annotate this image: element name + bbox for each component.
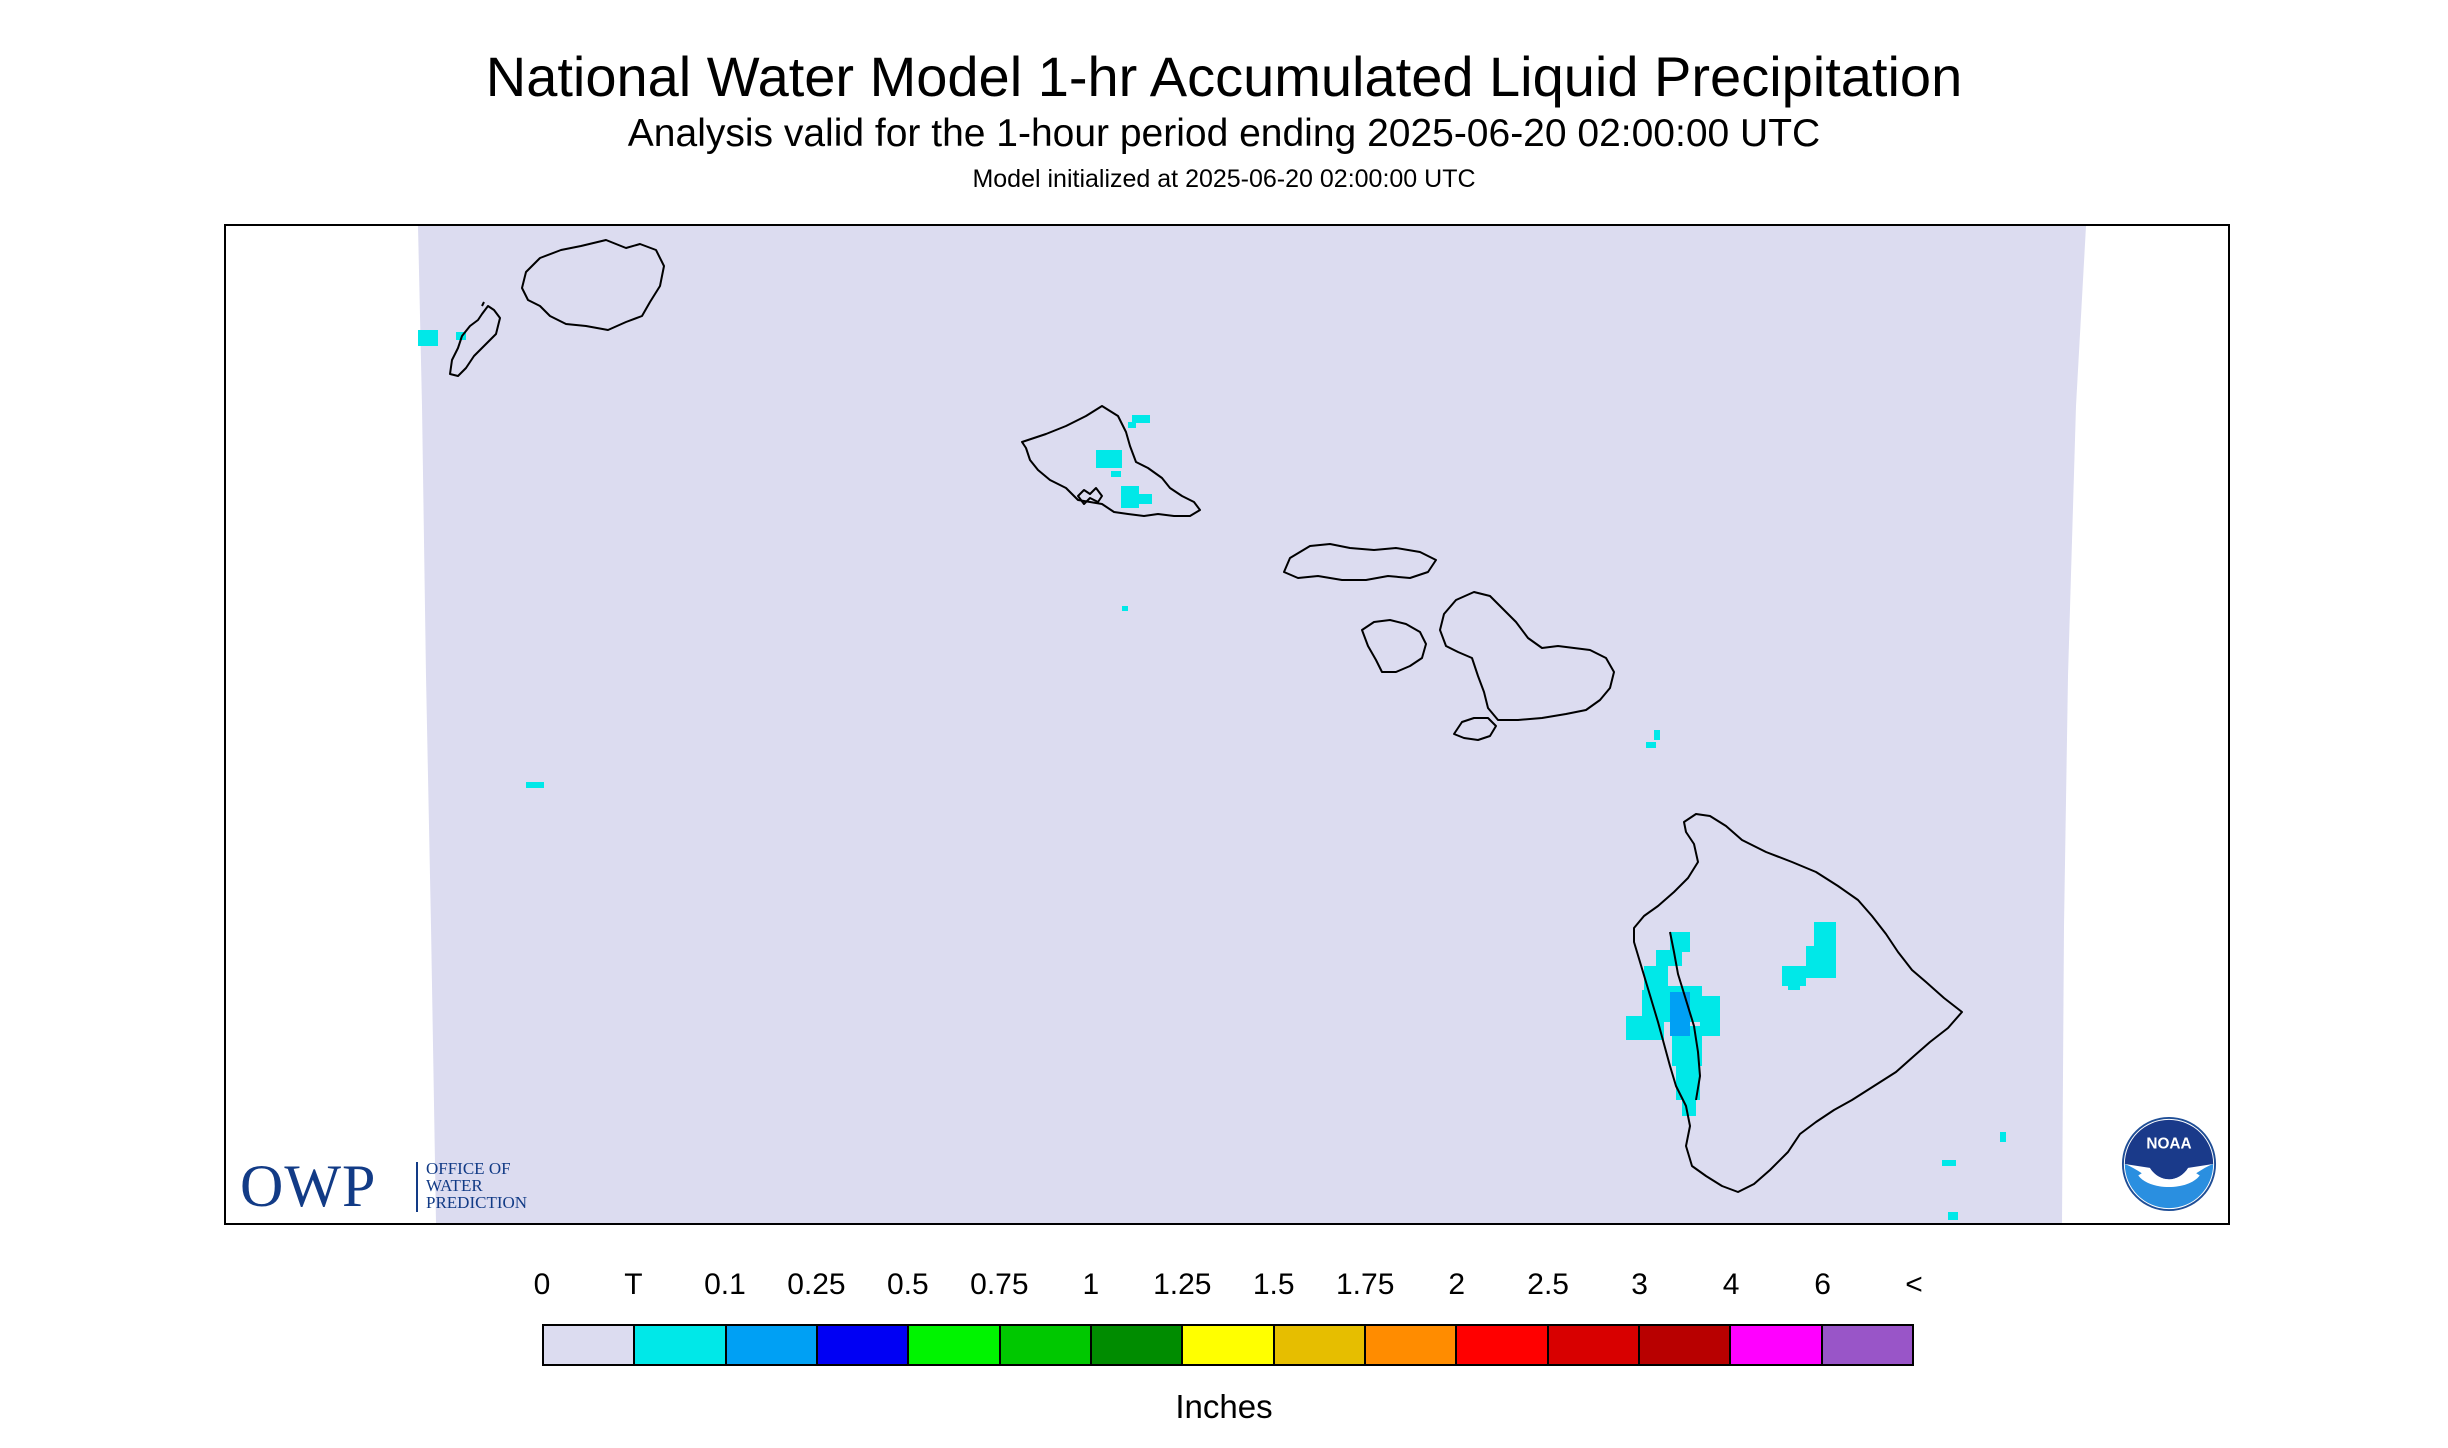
- precip-cell: [1948, 1212, 1958, 1220]
- coastline-hawaii: [1633, 813, 1963, 1193]
- owp-abbrev: OWP: [240, 1153, 377, 1219]
- map-panel: OWP OFFICE OF WATER PREDICTION NOAA: [224, 224, 2230, 1225]
- owp-name-line: PREDICTION: [426, 1193, 528, 1212]
- precip-cell: [418, 330, 438, 346]
- precip-cell: [1132, 415, 1150, 423]
- precip-cell: [1670, 932, 1690, 952]
- precip-cell: [526, 782, 544, 788]
- precip-cell: [1122, 606, 1128, 611]
- owp-name-line: WATER: [426, 1176, 483, 1195]
- precip-cell: [1782, 966, 1806, 986]
- legend-swatch: [1274, 1326, 1366, 1364]
- legend-tick-label: 6: [1814, 1268, 1831, 1301]
- coastline-kahoolawe: [1453, 717, 1497, 741]
- legend-swatch: [1731, 1326, 1823, 1364]
- coastline-maui: [1439, 591, 1615, 721]
- precip-cell: [1111, 471, 1121, 477]
- legend-swatch: [1822, 1326, 1912, 1364]
- map-subtitle: Analysis valid for the 1-hour period end…: [627, 112, 1821, 155]
- legend-tick-label: 1.5: [1252, 1268, 1295, 1301]
- legend-swatch: [909, 1326, 1001, 1364]
- legend-tick-label: 1.25: [1153, 1268, 1212, 1301]
- legend-swatch: [726, 1326, 818, 1364]
- hawaii-district-line: [1669, 931, 1701, 1101]
- owp-name-line: OFFICE OF: [426, 1159, 511, 1178]
- precip-cell: [1654, 730, 1660, 740]
- legend-tick-label: <: [1905, 1268, 1923, 1301]
- precip-cell: [1128, 422, 1136, 428]
- precip-cell: [1096, 450, 1122, 468]
- legend-tick-label: 1.75: [1335, 1268, 1395, 1301]
- noaa-logo-text: NOAA: [2146, 1136, 2191, 1153]
- precip-cell: [1646, 742, 1656, 748]
- coastline-molokai: [1283, 543, 1437, 581]
- precip-cell: [1670, 992, 1690, 1036]
- legend-colorbar: [542, 1324, 1914, 1366]
- legend-swatch: [1457, 1326, 1549, 1364]
- model-domain: [418, 226, 2086, 1223]
- legend-swatch: [1091, 1326, 1184, 1364]
- coastlines: [449, 239, 1963, 1193]
- legend-tick-label: 0.25: [787, 1268, 846, 1301]
- precip-cell: [1656, 950, 1682, 966]
- legend-tick-label: 0.75: [970, 1268, 1029, 1301]
- model-init-line: Model initialized at 2025-06-20 02:00:00…: [972, 165, 1476, 193]
- legend-tick-label: 4: [1722, 1268, 1740, 1301]
- precip-cell: [1806, 946, 1818, 978]
- precip-cell: [1814, 922, 1836, 978]
- precip-cell: [1121, 486, 1139, 508]
- precip-map: [418, 226, 2086, 1223]
- legend-swatch: [1000, 1326, 1092, 1364]
- coastline-pearl-harbor: [1077, 487, 1103, 505]
- legend-tick-label: 0.5: [887, 1268, 929, 1301]
- precip-cell: [1942, 1160, 1956, 1166]
- coastline-lanai: [1361, 619, 1427, 673]
- legend-swatch: [817, 1326, 910, 1364]
- legend-units: Inches: [1175, 1388, 1273, 1425]
- legend-swatch: [1365, 1326, 1458, 1364]
- legend-swatch: [1183, 1326, 1275, 1364]
- legend-tick-label: 3: [1631, 1268, 1648, 1301]
- legend-tick-label: 0: [533, 1268, 551, 1301]
- noaa-logo: NOAA: [2121, 1116, 2217, 1212]
- legend-swatch: [1548, 1326, 1640, 1364]
- legend-tick-label: 2: [1448, 1268, 1465, 1301]
- precip-cell: [1788, 982, 1800, 990]
- owp-divider: [416, 1162, 418, 1212]
- legend-tick-label: 1: [1082, 1268, 1100, 1301]
- legend-swatch: [544, 1326, 636, 1364]
- coastline-oahu: [1021, 405, 1201, 517]
- map-title: National Water Model 1-hr Accumulated Li…: [485, 45, 1963, 108]
- precip-cell: [1138, 494, 1152, 504]
- legend-tick-label: T: [624, 1268, 643, 1301]
- legend-tick-label: 0.1: [704, 1268, 746, 1301]
- precip-cell: [1700, 996, 1720, 1036]
- precip-cell: [2000, 1132, 2006, 1142]
- owp-name: OFFICE OF WATER PREDICTION: [426, 1160, 527, 1211]
- coastline-niihau: [449, 301, 501, 377]
- legend-swatch: [635, 1326, 727, 1364]
- legend-swatch: [1639, 1326, 1732, 1364]
- legend-tick-label: 2.5: [1527, 1268, 1569, 1301]
- coastline-kauai: [521, 239, 665, 331]
